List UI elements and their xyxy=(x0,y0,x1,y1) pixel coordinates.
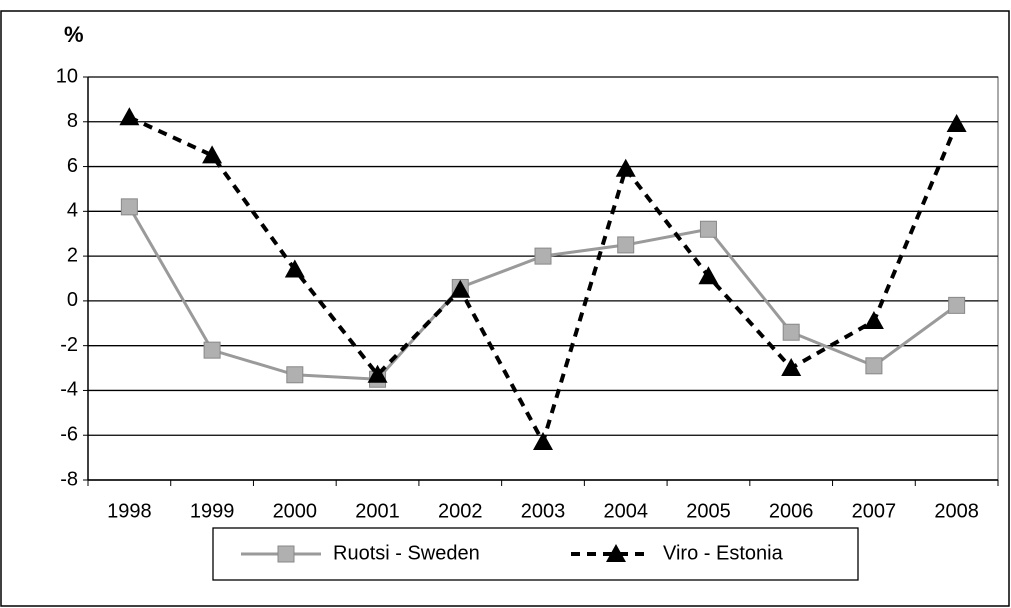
x-tick-label: 2008 xyxy=(934,500,979,522)
data-point xyxy=(534,247,552,265)
data-point xyxy=(865,357,883,375)
plot-area xyxy=(87,76,999,481)
legend-label: Ruotsi - Sweden xyxy=(333,542,480,564)
legend-label: Viro - Estonia xyxy=(663,542,784,564)
x-tick-label: 2001 xyxy=(355,500,400,522)
y-tick-label: 4 xyxy=(67,200,78,222)
data-point xyxy=(948,296,966,314)
data-point xyxy=(203,341,221,359)
data-point xyxy=(450,279,471,298)
data-point xyxy=(367,364,388,383)
x-tick-label: 1999 xyxy=(190,500,235,522)
x-tick-label: 1998 xyxy=(107,500,152,522)
legend-marker xyxy=(277,545,295,563)
data-point xyxy=(120,198,138,216)
data-point xyxy=(284,259,305,278)
x-tick-label: 2005 xyxy=(686,500,731,522)
y-tick-label: -2 xyxy=(60,334,78,356)
data-point xyxy=(533,431,553,450)
data-point xyxy=(698,266,719,285)
x-tick-label: 2006 xyxy=(769,500,814,522)
data-point xyxy=(617,236,635,254)
data-point xyxy=(946,114,967,133)
data-point xyxy=(781,358,802,377)
y-tick-label: -6 xyxy=(60,424,78,446)
x-tick-label: 2007 xyxy=(852,500,897,522)
x-tick-label: 2004 xyxy=(603,500,648,522)
y-tick-label: 6 xyxy=(67,155,78,177)
y-tick-label: -4 xyxy=(60,379,78,401)
y-tick-label: 8 xyxy=(67,110,78,132)
y-tick-label: 10 xyxy=(56,65,78,87)
data-point xyxy=(202,145,223,164)
series-line xyxy=(128,206,958,381)
y-axis-label: % xyxy=(64,22,84,47)
y-tick-label: -8 xyxy=(60,468,78,490)
x-tick-label: 2000 xyxy=(273,500,318,522)
x-tick-label: 2002 xyxy=(438,500,483,522)
data-point xyxy=(782,323,800,341)
y-tick-label: 0 xyxy=(67,289,78,311)
data-point xyxy=(863,311,884,330)
data-point xyxy=(119,107,140,126)
y-tick-label: 2 xyxy=(67,244,78,266)
x-tick-label: 2003 xyxy=(521,500,566,522)
legend-marker xyxy=(606,544,626,562)
data-point xyxy=(699,220,717,238)
data-point xyxy=(286,366,304,384)
chart-border xyxy=(0,10,1010,607)
data-point xyxy=(615,158,636,177)
